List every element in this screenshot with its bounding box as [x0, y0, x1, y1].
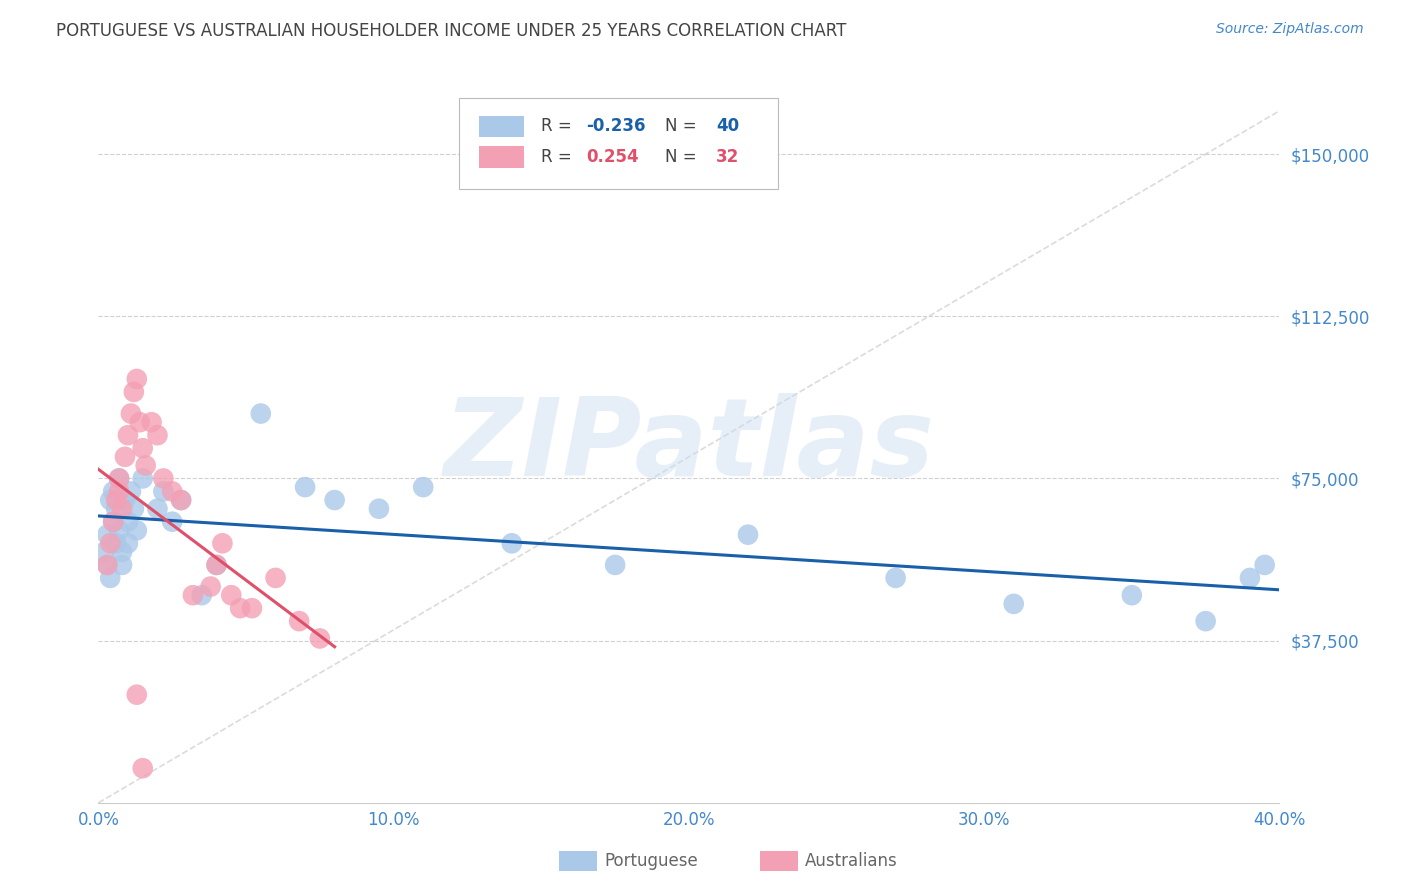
Point [103, 515, 125, 529]
Point [120, 484, 142, 499]
Point [1121, 588, 1143, 602]
Point [412, 480, 434, 494]
Point [98, 493, 121, 508]
Point [229, 601, 252, 615]
Point [132, 471, 155, 485]
Text: N =: N = [665, 148, 702, 166]
Point [125, 524, 148, 538]
FancyBboxPatch shape [458, 98, 778, 189]
Point [605, 558, 627, 572]
Point [205, 558, 228, 572]
Point [146, 428, 169, 442]
Point [162, 484, 183, 499]
Point [96, 558, 118, 572]
Text: R =: R = [541, 118, 578, 136]
Point [132, 441, 155, 455]
FancyBboxPatch shape [478, 146, 523, 168]
Point [264, 571, 287, 585]
Point [98, 571, 121, 585]
Text: ZIPatlas: ZIPatlas [443, 393, 935, 499]
Point [111, 501, 134, 516]
Point [103, 484, 125, 499]
Point [117, 536, 139, 550]
Point [103, 515, 125, 529]
Point [132, 761, 155, 775]
Text: PORTUGUESE VS AUSTRALIAN HOUSEHOLDER INCOME UNDER 25 YEARS CORRELATION CHART: PORTUGUESE VS AUSTRALIAN HOUSEHOLDER INC… [56, 22, 846, 40]
Point [205, 558, 228, 572]
Point [1254, 558, 1277, 572]
Point [250, 407, 273, 421]
Point [135, 458, 157, 473]
FancyBboxPatch shape [478, 116, 523, 137]
Point [368, 501, 391, 516]
Text: R =: R = [541, 148, 578, 166]
Point [288, 614, 311, 628]
Point [105, 536, 128, 550]
Point [105, 501, 128, 516]
Point [117, 428, 139, 442]
Point [122, 384, 145, 399]
Point [98, 536, 121, 550]
FancyBboxPatch shape [759, 851, 797, 871]
Point [181, 588, 204, 602]
Point [117, 515, 139, 529]
Point [884, 571, 907, 585]
Point [1195, 614, 1218, 628]
Point [122, 501, 145, 516]
Point [111, 558, 134, 572]
Point [128, 415, 150, 429]
Point [108, 471, 131, 485]
Point [170, 493, 193, 508]
FancyBboxPatch shape [560, 851, 596, 871]
Point [200, 580, 222, 594]
Point [108, 484, 131, 499]
Point [146, 501, 169, 516]
Text: N =: N = [665, 118, 702, 136]
Point [93, 545, 115, 559]
Text: Australians: Australians [804, 853, 897, 871]
Point [170, 493, 193, 508]
Point [114, 450, 136, 464]
Point [1239, 571, 1261, 585]
Point [114, 493, 136, 508]
Point [1002, 597, 1025, 611]
Point [111, 545, 134, 559]
Point [152, 484, 174, 499]
Point [120, 407, 142, 421]
Point [108, 524, 131, 538]
Point [96, 558, 118, 572]
Text: -0.236: -0.236 [586, 118, 645, 136]
Point [219, 588, 242, 602]
Point [309, 632, 332, 646]
Text: Source: ZipAtlas.com: Source: ZipAtlas.com [1216, 22, 1364, 37]
Point [737, 527, 759, 541]
Point [96, 527, 118, 541]
Text: 40: 40 [716, 118, 740, 136]
Text: 32: 32 [716, 148, 740, 166]
Point [191, 588, 214, 602]
Point [125, 372, 148, 386]
Text: 0.254: 0.254 [586, 148, 638, 166]
Point [105, 493, 128, 508]
Point [294, 480, 316, 494]
Text: Portuguese: Portuguese [605, 853, 697, 871]
Point [323, 493, 346, 508]
Point [240, 601, 263, 615]
Point [108, 471, 131, 485]
Point [162, 515, 183, 529]
Point [152, 471, 174, 485]
Point [211, 536, 233, 550]
Point [125, 688, 148, 702]
Point [501, 536, 523, 550]
Point [141, 415, 163, 429]
